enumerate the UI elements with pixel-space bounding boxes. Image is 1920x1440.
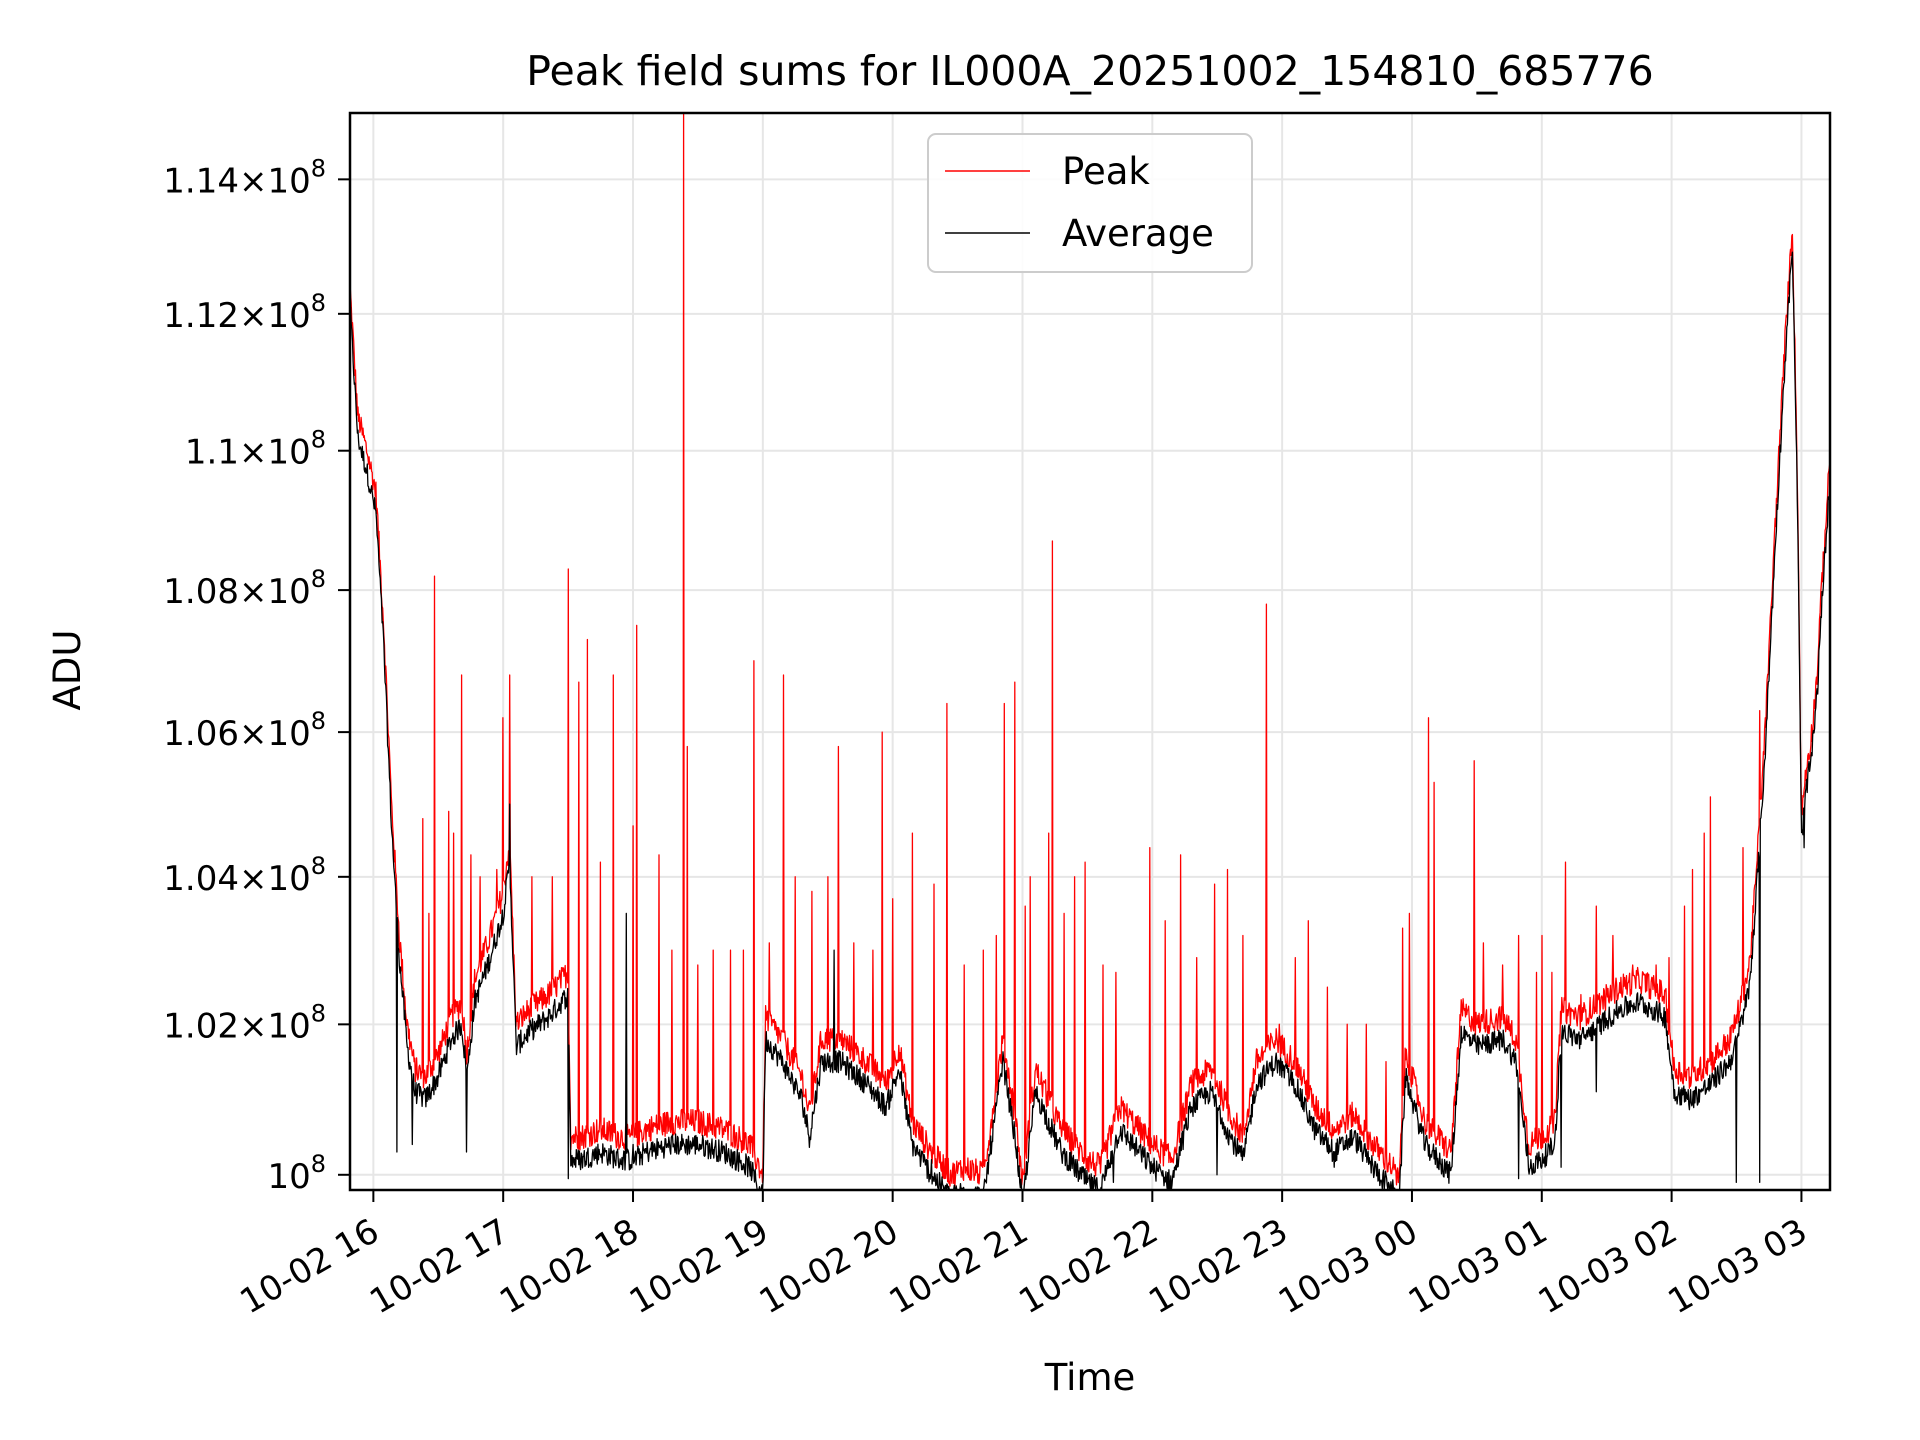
y-tick-label: 1.14×108 — [163, 154, 326, 201]
y-tick-label: 1.1×108 — [185, 426, 326, 473]
y-tick-exponent: 8 — [311, 707, 326, 735]
grid-lines — [350, 113, 1830, 1190]
y-tick-label: 1.08×108 — [163, 565, 326, 612]
y-tick-label: 108 — [267, 1150, 326, 1197]
y-tick-label: 1.12×108 — [163, 289, 326, 336]
series-peak-line — [349, 112, 1831, 1187]
legend-peak-label: Peak — [1062, 150, 1150, 193]
y-tick-mantissa: 1.06×10 — [163, 714, 310, 754]
y-tick-mantissa: 1.12×10 — [163, 296, 310, 336]
y-tick-mantissa: 1.1×10 — [185, 433, 311, 473]
y-tick-label: 1.04×108 — [163, 852, 326, 899]
y-tick-mantissa: 1.08×10 — [163, 572, 310, 612]
y-tick-exponent: 8 — [311, 999, 326, 1027]
y-tick-mantissa: 10 — [267, 1157, 310, 1197]
legend-average-label: Average — [1062, 212, 1214, 255]
chart-title: Peak field sums for IL000A_20251002_1548… — [526, 47, 1653, 95]
plot-frame — [348, 111, 1832, 1192]
y-axis-label: ADU — [46, 630, 89, 711]
legend: Peak Average — [927, 133, 1253, 273]
y-tick-mantissa: 1.04×10 — [163, 859, 310, 899]
y-tick-label: 1.02×108 — [163, 999, 326, 1046]
x-axis-label: Time — [1044, 1356, 1136, 1399]
y-tick-exponent: 8 — [311, 289, 326, 317]
y-tick-exponent: 8 — [311, 1150, 326, 1178]
y-tick-label: 1.06×108 — [163, 707, 326, 754]
y-tick-exponent: 8 — [311, 565, 326, 593]
y-tick-mantissa: 1.14×10 — [163, 161, 310, 201]
y-tick-exponent: 8 — [311, 154, 326, 182]
y-axis: 1081.02×1081.04×1081.06×1081.08×1081.1×1… — [163, 154, 350, 1197]
y-tick-mantissa: 1.02×10 — [163, 1006, 310, 1046]
series-average-line — [349, 251, 1831, 1191]
series-layer — [349, 112, 1831, 1191]
legend-box — [927, 133, 1253, 273]
y-tick-exponent: 8 — [311, 426, 326, 454]
y-tick-exponent: 8 — [311, 852, 326, 880]
